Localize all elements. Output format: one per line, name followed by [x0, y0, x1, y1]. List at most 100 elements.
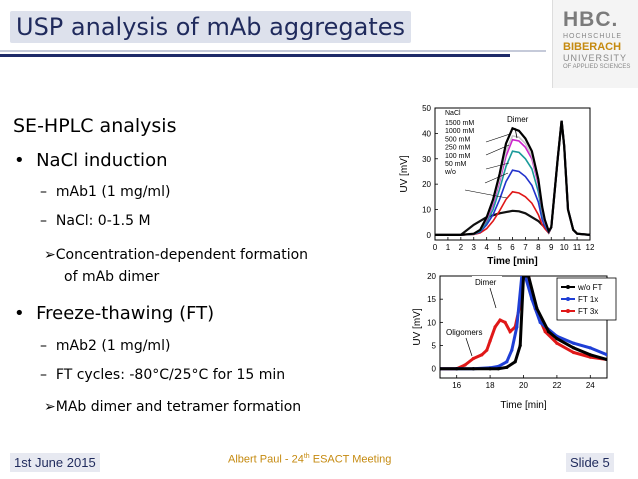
- chart2-data-point: [555, 341, 559, 345]
- sub-item: – mAb1 (1 mg/ml): [40, 184, 170, 200]
- chart2-data-point: [508, 330, 512, 334]
- chart2-data-point: [588, 353, 592, 357]
- chart2-data-point: [530, 297, 534, 301]
- chart2-data-point: [463, 363, 467, 367]
- chart2-data-point: [546, 330, 551, 334]
- chart1-y-tick-label: 0: [427, 231, 432, 240]
- chart2-data-point: [505, 365, 509, 369]
- chart1-dimer-pointer: [485, 133, 511, 143]
- chart2-data-point: [505, 360, 509, 364]
- arrow-bullet-icon: ➢: [44, 399, 56, 415]
- bullet-dot-icon: •: [14, 303, 25, 324]
- chart2-y-axis-label: UV [mV]: [412, 308, 423, 345]
- chart2-series-line: [440, 276, 607, 371]
- chart2-dimer-label-bg: [472, 276, 502, 288]
- chart2-x-axis-label: Time [min]: [500, 400, 547, 411]
- chart1-legend-entry: w/o: [444, 169, 456, 176]
- chart1-legend-entry: 1000 mM: [445, 128, 474, 135]
- footer-presenter: Albert Paul - 24th ESACT Meeting: [228, 453, 391, 466]
- chart2-data-point: [515, 325, 519, 329]
- chart1-y-tick-label: 40: [422, 129, 431, 138]
- chart1-x-tick-label: 4: [484, 243, 489, 252]
- chart2-data-point: [480, 353, 484, 357]
- chart2-y-tick-label: 15: [427, 295, 436, 304]
- chart1-legend-title: NaCl: [445, 110, 461, 117]
- chart1-x-tick-label: 5: [497, 243, 502, 252]
- chart2-data-point: [485, 348, 489, 352]
- chart2-data-point: [471, 356, 475, 361]
- logo-line3: UNIVERSITY: [563, 53, 628, 63]
- chart2-data-point: [543, 330, 547, 334]
- chart2-x-tick-label: 24: [586, 381, 595, 390]
- result-item: ➢MAb dimer and tetramer formation: [44, 399, 301, 415]
- arrow-bullet-icon: ➢: [44, 247, 56, 263]
- chart2-data-point: [455, 367, 459, 371]
- logo-line4: OF APPLIED SCIENCES: [563, 64, 631, 70]
- chart2-data-point: [605, 357, 607, 362]
- chart2-data-point: [440, 367, 442, 371]
- title-underline: [0, 54, 510, 57]
- chart2-legend-entry: FT 1x: [578, 295, 598, 304]
- chart1-x-tick-label: 0: [433, 243, 438, 252]
- chart1-y-axis-label: UV [mV]: [399, 155, 410, 192]
- chart1-x-tick-label: 7: [523, 243, 528, 252]
- chart2-data-point: [518, 343, 522, 348]
- chart1-x-tick-label: 12: [586, 243, 595, 252]
- sub-item: – FT cycles: -80°C/25°C for 15 min: [40, 367, 285, 383]
- chart1-y-tick-label: 20: [422, 180, 431, 189]
- chart1-legend-entry: 50 mM: [445, 161, 467, 168]
- logo-line1: HOCHSCHULE: [563, 33, 623, 40]
- chart1-x-axis-label: Time [min]: [487, 256, 537, 267]
- chart2-y-tick-label: 20: [427, 272, 436, 281]
- chart2-x-tick-label: 18: [486, 381, 495, 390]
- chart2-data-point: [493, 325, 497, 329]
- chart1-dimer-pointer: [485, 144, 510, 156]
- chart1-legend-entry: 1500 mM: [445, 120, 474, 127]
- result-label: MAb dimer and tetramer formation: [55, 399, 302, 415]
- chart1-x-tick-label: 2: [459, 243, 464, 252]
- chart2-data-point: [488, 339, 492, 343]
- chart2-data-point: [526, 276, 531, 278]
- chart2-legend-marker: [566, 297, 570, 301]
- sub-item: – NaCl: 0-1.5 M: [40, 213, 151, 229]
- chart2-data-point: [555, 336, 559, 341]
- logo-name: HBC.: [563, 8, 619, 31]
- dash-icon: –: [40, 338, 47, 354]
- chart2-data-point: [488, 367, 492, 371]
- chart1-x-tick-label: 1: [446, 243, 451, 252]
- chart1-dimer-pointer: [485, 162, 510, 170]
- chart2-data-point: [510, 348, 514, 352]
- chart1-dimer-annotation: Dimer: [507, 115, 529, 124]
- chart2-data-point: [503, 320, 507, 324]
- chart2-data-point: [535, 306, 539, 311]
- chart2-legend-entry: w/o FT: [577, 283, 603, 292]
- chart2-y-tick-label: 0: [432, 365, 437, 374]
- chart1-legend-entry: 250 mM: [445, 145, 470, 152]
- chart1-x-tick-label: 10: [560, 243, 569, 252]
- chart2-oligomers-annotation: Oligomers: [446, 328, 482, 337]
- chart2-legend-entry: FT 3x: [578, 307, 598, 316]
- chart2-data-point: [538, 320, 542, 324]
- chart2-legend-marker: [566, 285, 570, 289]
- chart1-x-tick-label: 3: [472, 243, 477, 252]
- chart1-dimer-pointer: [464, 189, 508, 199]
- chart1-x-tick-label: 6: [510, 243, 515, 252]
- chart2-data-point: [605, 353, 607, 357]
- chart1-series-line: [435, 120, 591, 236]
- chart2-dimer-annotation: Dimer: [475, 278, 497, 287]
- chart1-legend-entry: 100 mM: [445, 153, 470, 160]
- chart2-oligomers-label-bg: [444, 326, 486, 338]
- chart2-data-point: [471, 367, 475, 371]
- footer-presenter-text: Albert Paul - 24: [228, 453, 304, 466]
- chart2-data-point: [588, 346, 592, 350]
- footer-date: 1st June 2015: [10, 453, 100, 472]
- chart2-y-tick-label: 5: [432, 342, 437, 351]
- dash-icon: –: [40, 367, 47, 383]
- chart1-x-tick-label: 8: [536, 243, 541, 252]
- footer-slide-number: Slide 5: [566, 453, 614, 472]
- freeze-thaw-chromatogram-chart: 16 18 20 22 24 0 5 10 15 20 Time [min] UV [mV] Dime…: [392, 268, 620, 443]
- bullet-dot-icon: •: [14, 150, 25, 171]
- chart1-legend-entry: 500 mM: [445, 136, 470, 143]
- title-bar: USP analysis of mAb aggregates: [0, 0, 546, 62]
